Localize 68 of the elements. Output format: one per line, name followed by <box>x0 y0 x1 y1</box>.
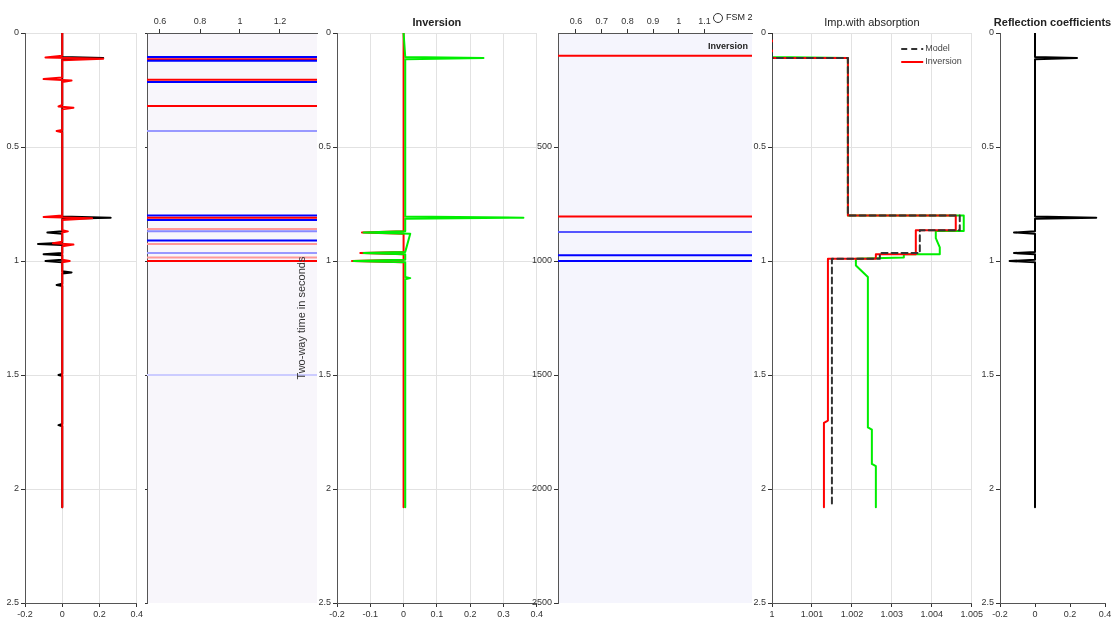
y-tick-label: 1 <box>988 255 994 266</box>
x-tick-label: 0.6 <box>569 16 583 27</box>
x-tick-label: 1.001 <box>800 608 824 619</box>
x-tick-label: 0 <box>1032 608 1038 619</box>
y-tick-label: 500 <box>536 141 552 152</box>
x-tick-label: 0.1 <box>430 608 444 619</box>
x-tick-label: -0.1 <box>362 608 379 619</box>
x-tick-label: 0.2 <box>1063 608 1077 619</box>
y-tick-label: 0.5 <box>753 141 766 152</box>
x-tick-label: 0.2 <box>93 608 106 619</box>
x-tick-label: 0.2 <box>463 608 477 619</box>
y-tick-label: 2.5 <box>6 597 19 608</box>
legend-label: Inversion <box>925 56 962 67</box>
y-tick-label: 0 <box>988 27 994 38</box>
x-tick-label: 0.3 <box>497 608 510 619</box>
y-tick-label: 2500 <box>531 597 552 608</box>
x-tick-label: 0.7 <box>595 16 608 27</box>
chart-title: Inversion <box>412 15 462 28</box>
x-tick-label: 1.1 <box>698 16 711 27</box>
x-tick-label: 0.8 <box>193 16 207 27</box>
x-tick-label: 0.4 <box>1098 608 1112 619</box>
y-tick-label: 1 <box>760 255 766 266</box>
chart-title: Reflection coefficients <box>993 15 1112 28</box>
y-tick-label: 0.5 <box>318 141 331 152</box>
y-tick-label: 1 <box>325 255 331 266</box>
x-tick-label: 1 <box>676 16 682 27</box>
legend-label: Model <box>925 43 950 54</box>
y-tick-label: 1500 <box>531 369 552 380</box>
y-tick-label: 0 <box>760 27 766 38</box>
x-tick-label: 1.004 <box>920 608 944 619</box>
y-tick-label: 2000 <box>531 483 552 494</box>
y-tick-label: 1.5 <box>318 369 331 380</box>
y-tick-label: 1.5 <box>981 369 994 380</box>
y-tick-label: 2.5 <box>318 597 331 608</box>
chart-title: Imp.with absorption <box>824 15 920 28</box>
text: FSM 2 <box>726 12 753 23</box>
x-tick-label: -0.2 <box>992 608 1008 619</box>
y-tick-label: 1.5 <box>6 369 19 380</box>
y-tick-label: 1000 <box>531 255 552 266</box>
x-tick-label: 0 <box>401 608 407 619</box>
y-tick-label: 2.5 <box>981 597 994 608</box>
x-tick-label: 0.9 <box>646 16 660 27</box>
x-tick-label: 1.002 <box>840 608 864 619</box>
x-tick-label: 0.8 <box>621 16 634 27</box>
y-tick-label: 0.5 <box>981 141 994 152</box>
y-tick-label: 0 <box>13 27 19 38</box>
x-tick-label: 0 <box>59 608 65 619</box>
y-tick-label: 2.5 <box>753 597 766 608</box>
x-tick-label: 0.4 <box>530 608 543 619</box>
y-tick-label: 2 <box>13 483 19 494</box>
y-axis-title: Two-way time in seconds <box>294 256 307 380</box>
annotation: Inversion <box>707 41 748 52</box>
y-tick-label: 0.5 <box>6 141 19 152</box>
x-tick-label: 1.005 <box>960 608 983 619</box>
x-tick-label: 1.2 <box>273 16 287 27</box>
x-tick-label: -0.2 <box>329 608 345 619</box>
y-tick-label: 1.5 <box>753 369 766 380</box>
y-tick-label: 2 <box>760 483 766 494</box>
y-tick-label: 0 <box>325 27 331 38</box>
y-tick-label: 2 <box>325 483 331 494</box>
x-tick-label: 0.6 <box>153 16 167 27</box>
x-tick-label: 0.4 <box>130 608 143 619</box>
y-tick-label: 2 <box>988 483 994 494</box>
y-tick-label: 1 <box>13 255 19 266</box>
x-tick-label: 1 <box>769 608 775 619</box>
x-tick-label: 1 <box>237 16 243 27</box>
x-tick-label: 1.003 <box>880 608 904 619</box>
x-tick-label: -0.2 <box>17 608 33 619</box>
